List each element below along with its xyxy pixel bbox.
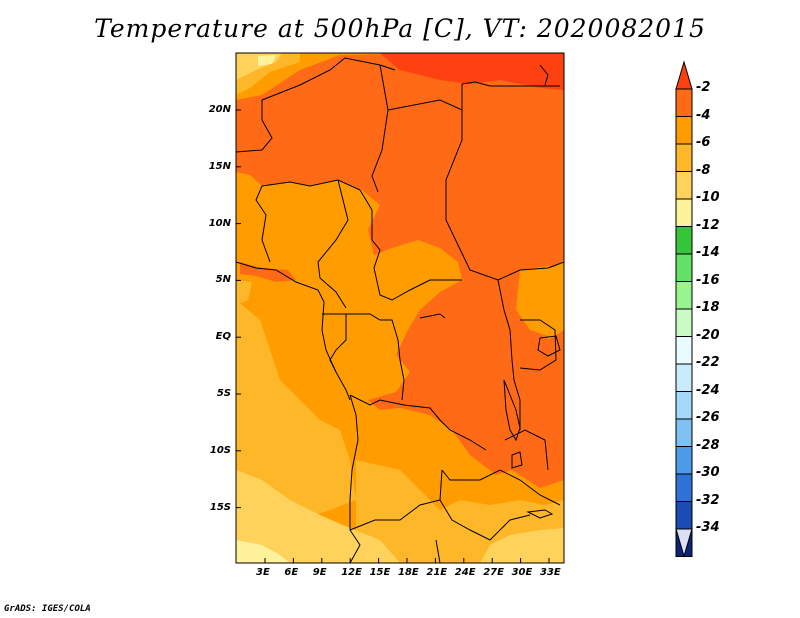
border-north-2 bbox=[371, 64, 389, 193]
temperature-band-12-south bbox=[236, 540, 290, 563]
border-gabon-congo bbox=[322, 313, 405, 401]
temperature-band-6-west bbox=[236, 188, 372, 276]
border-north-1 bbox=[261, 57, 396, 101]
colorbar-label: -20 bbox=[696, 327, 720, 343]
border-sahel bbox=[261, 179, 361, 191]
colorbar-top-arrow bbox=[675, 60, 693, 90]
longitude-label: 21E bbox=[426, 567, 448, 578]
border-angola-south bbox=[349, 469, 443, 531]
colorbar-box bbox=[675, 116, 693, 145]
border-botswana bbox=[435, 539, 441, 564]
border-tanzania bbox=[504, 429, 549, 471]
colorbar-box bbox=[675, 143, 693, 172]
longitude-label: 15E bbox=[369, 567, 391, 578]
colorbar-label: -28 bbox=[696, 437, 720, 453]
colorbar-box bbox=[675, 418, 693, 447]
latitude-label: 15S bbox=[209, 501, 231, 513]
colorbar-box bbox=[675, 501, 693, 530]
map-frame bbox=[235, 52, 565, 564]
border-angola-west bbox=[349, 394, 359, 530]
colorbar-label: -14 bbox=[696, 245, 720, 260]
border-uganda bbox=[519, 319, 557, 371]
border-cameroon bbox=[317, 179, 349, 309]
colorbar-bottom-arrow bbox=[675, 528, 693, 558]
longitude-label: 3E bbox=[256, 567, 270, 578]
colorbar-box bbox=[675, 391, 693, 420]
colorbar-label: -22 bbox=[696, 355, 720, 370]
colorbar-box bbox=[675, 88, 693, 117]
border-drc-angola bbox=[349, 394, 487, 451]
colorbar-label: -24 bbox=[696, 382, 720, 398]
colorbar-box bbox=[675, 336, 693, 365]
latitude-label: 20N bbox=[208, 104, 231, 115]
colorbar-label: -12 bbox=[696, 217, 720, 233]
latitude-label: 10S bbox=[209, 444, 231, 456]
border-chad-sudan bbox=[387, 81, 560, 111]
border-car bbox=[359, 189, 462, 301]
red-sea-coast bbox=[539, 64, 549, 86]
border-zambia bbox=[441, 469, 561, 506]
colorbar-box bbox=[675, 473, 693, 502]
colorbar bbox=[675, 60, 693, 558]
longitude-label: 18E bbox=[398, 567, 419, 578]
colorbar-label: -26 bbox=[696, 410, 720, 425]
colorbar-box bbox=[675, 253, 693, 282]
latitude-label: EQ bbox=[215, 331, 231, 343]
coastline bbox=[235, 261, 351, 401]
colorbar-label: -30 bbox=[696, 465, 720, 480]
country-borders bbox=[235, 57, 565, 564]
colorbar-box bbox=[675, 171, 693, 200]
colorbar-box bbox=[675, 308, 693, 337]
lake-mweru bbox=[511, 451, 523, 469]
border-sudan bbox=[445, 110, 565, 281]
colorbar-box bbox=[675, 226, 693, 255]
colorbar-label: -16 bbox=[696, 272, 720, 288]
temperature-band-10 bbox=[236, 470, 400, 563]
colorbar-label: -18 bbox=[696, 300, 720, 315]
colorbar-label: -4 bbox=[696, 107, 711, 123]
colorbar-label: -34 bbox=[696, 520, 720, 535]
longitude-label: 9E bbox=[312, 567, 327, 578]
border-nigeria-west bbox=[255, 185, 271, 263]
latitude-label: 15N bbox=[208, 160, 231, 172]
axis-ticks bbox=[236, 109, 550, 563]
temperature-band-8-nw bbox=[236, 280, 252, 305]
colorbar-box bbox=[675, 198, 693, 227]
colorbar-label: -32 bbox=[696, 492, 720, 508]
longitude-label: 12E bbox=[341, 567, 362, 578]
colorbar-label: -8 bbox=[696, 162, 711, 178]
lake-kariba bbox=[526, 509, 554, 519]
border-zambia-south bbox=[439, 499, 531, 541]
temperature-band-12-north bbox=[258, 55, 276, 66]
colorbar-label: -10 bbox=[696, 190, 720, 205]
latitude-label: 10N bbox=[208, 217, 231, 229]
longitude-label: 33E bbox=[540, 567, 561, 578]
temperature-band-6-east bbox=[516, 266, 564, 336]
colorbar-box bbox=[675, 281, 693, 310]
chart-title: Temperature at 500hPa [C], VT: 202008201… bbox=[94, 14, 706, 43]
border-namibia bbox=[349, 529, 361, 564]
latitude-label: 5S bbox=[216, 388, 231, 399]
river-congo bbox=[419, 313, 446, 319]
longitude-label: 24E bbox=[454, 567, 476, 578]
grads-credit: GrADS: IGES/COLA bbox=[4, 604, 91, 614]
latitude-label: 5N bbox=[215, 274, 231, 286]
colorbar-box bbox=[675, 446, 693, 475]
colorbar-box bbox=[675, 363, 693, 392]
temperature-field bbox=[236, 53, 564, 563]
longitude-label: 6E bbox=[284, 567, 299, 578]
colorbar-label: -2 bbox=[696, 80, 711, 95]
border-east-lakes bbox=[497, 279, 521, 430]
lake-victoria bbox=[537, 335, 561, 357]
colorbar-label: -6 bbox=[696, 135, 711, 150]
temperature-band-10-southeast bbox=[480, 528, 564, 563]
longitude-label: 27E bbox=[483, 567, 504, 578]
temperature-band-4 bbox=[236, 53, 564, 488]
longitude-label: 30E bbox=[511, 567, 533, 578]
border-west bbox=[235, 100, 273, 153]
lake-tanganyika bbox=[503, 379, 521, 442]
temperature-band-2 bbox=[380, 53, 564, 90]
temperature-band-8-southwest bbox=[236, 300, 356, 520]
